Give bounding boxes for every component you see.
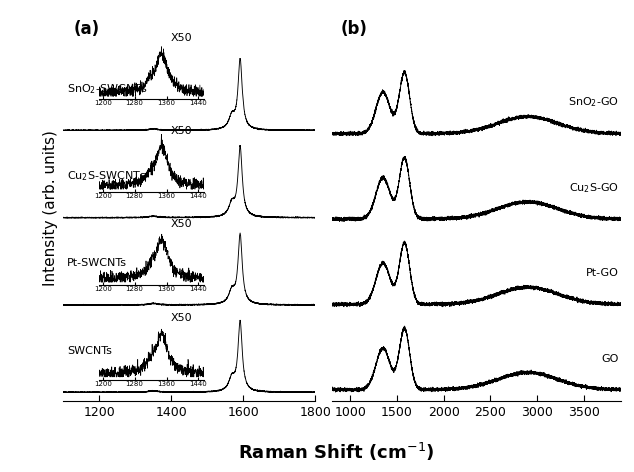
Text: Cu$_2$S-GO: Cu$_2$S-GO xyxy=(569,181,619,195)
Text: Raman Shift (cm$^{-1}$): Raman Shift (cm$^{-1}$) xyxy=(238,440,434,463)
Text: Pt-GO: Pt-GO xyxy=(586,268,619,278)
Text: (b): (b) xyxy=(340,20,367,38)
Text: SnO$_2$-SWCNTs: SnO$_2$-SWCNTs xyxy=(67,82,148,95)
Text: Pt-SWCNTs: Pt-SWCNTs xyxy=(67,258,127,268)
Text: SnO$_2$-GO: SnO$_2$-GO xyxy=(567,96,619,110)
Text: SWCNTs: SWCNTs xyxy=(67,346,112,355)
Y-axis label: Intensity (arb. units): Intensity (arb. units) xyxy=(43,130,58,286)
Text: GO: GO xyxy=(601,354,619,363)
Text: (a): (a) xyxy=(74,20,100,38)
Text: Cu$_2$S-SWCNTs: Cu$_2$S-SWCNTs xyxy=(67,169,146,183)
